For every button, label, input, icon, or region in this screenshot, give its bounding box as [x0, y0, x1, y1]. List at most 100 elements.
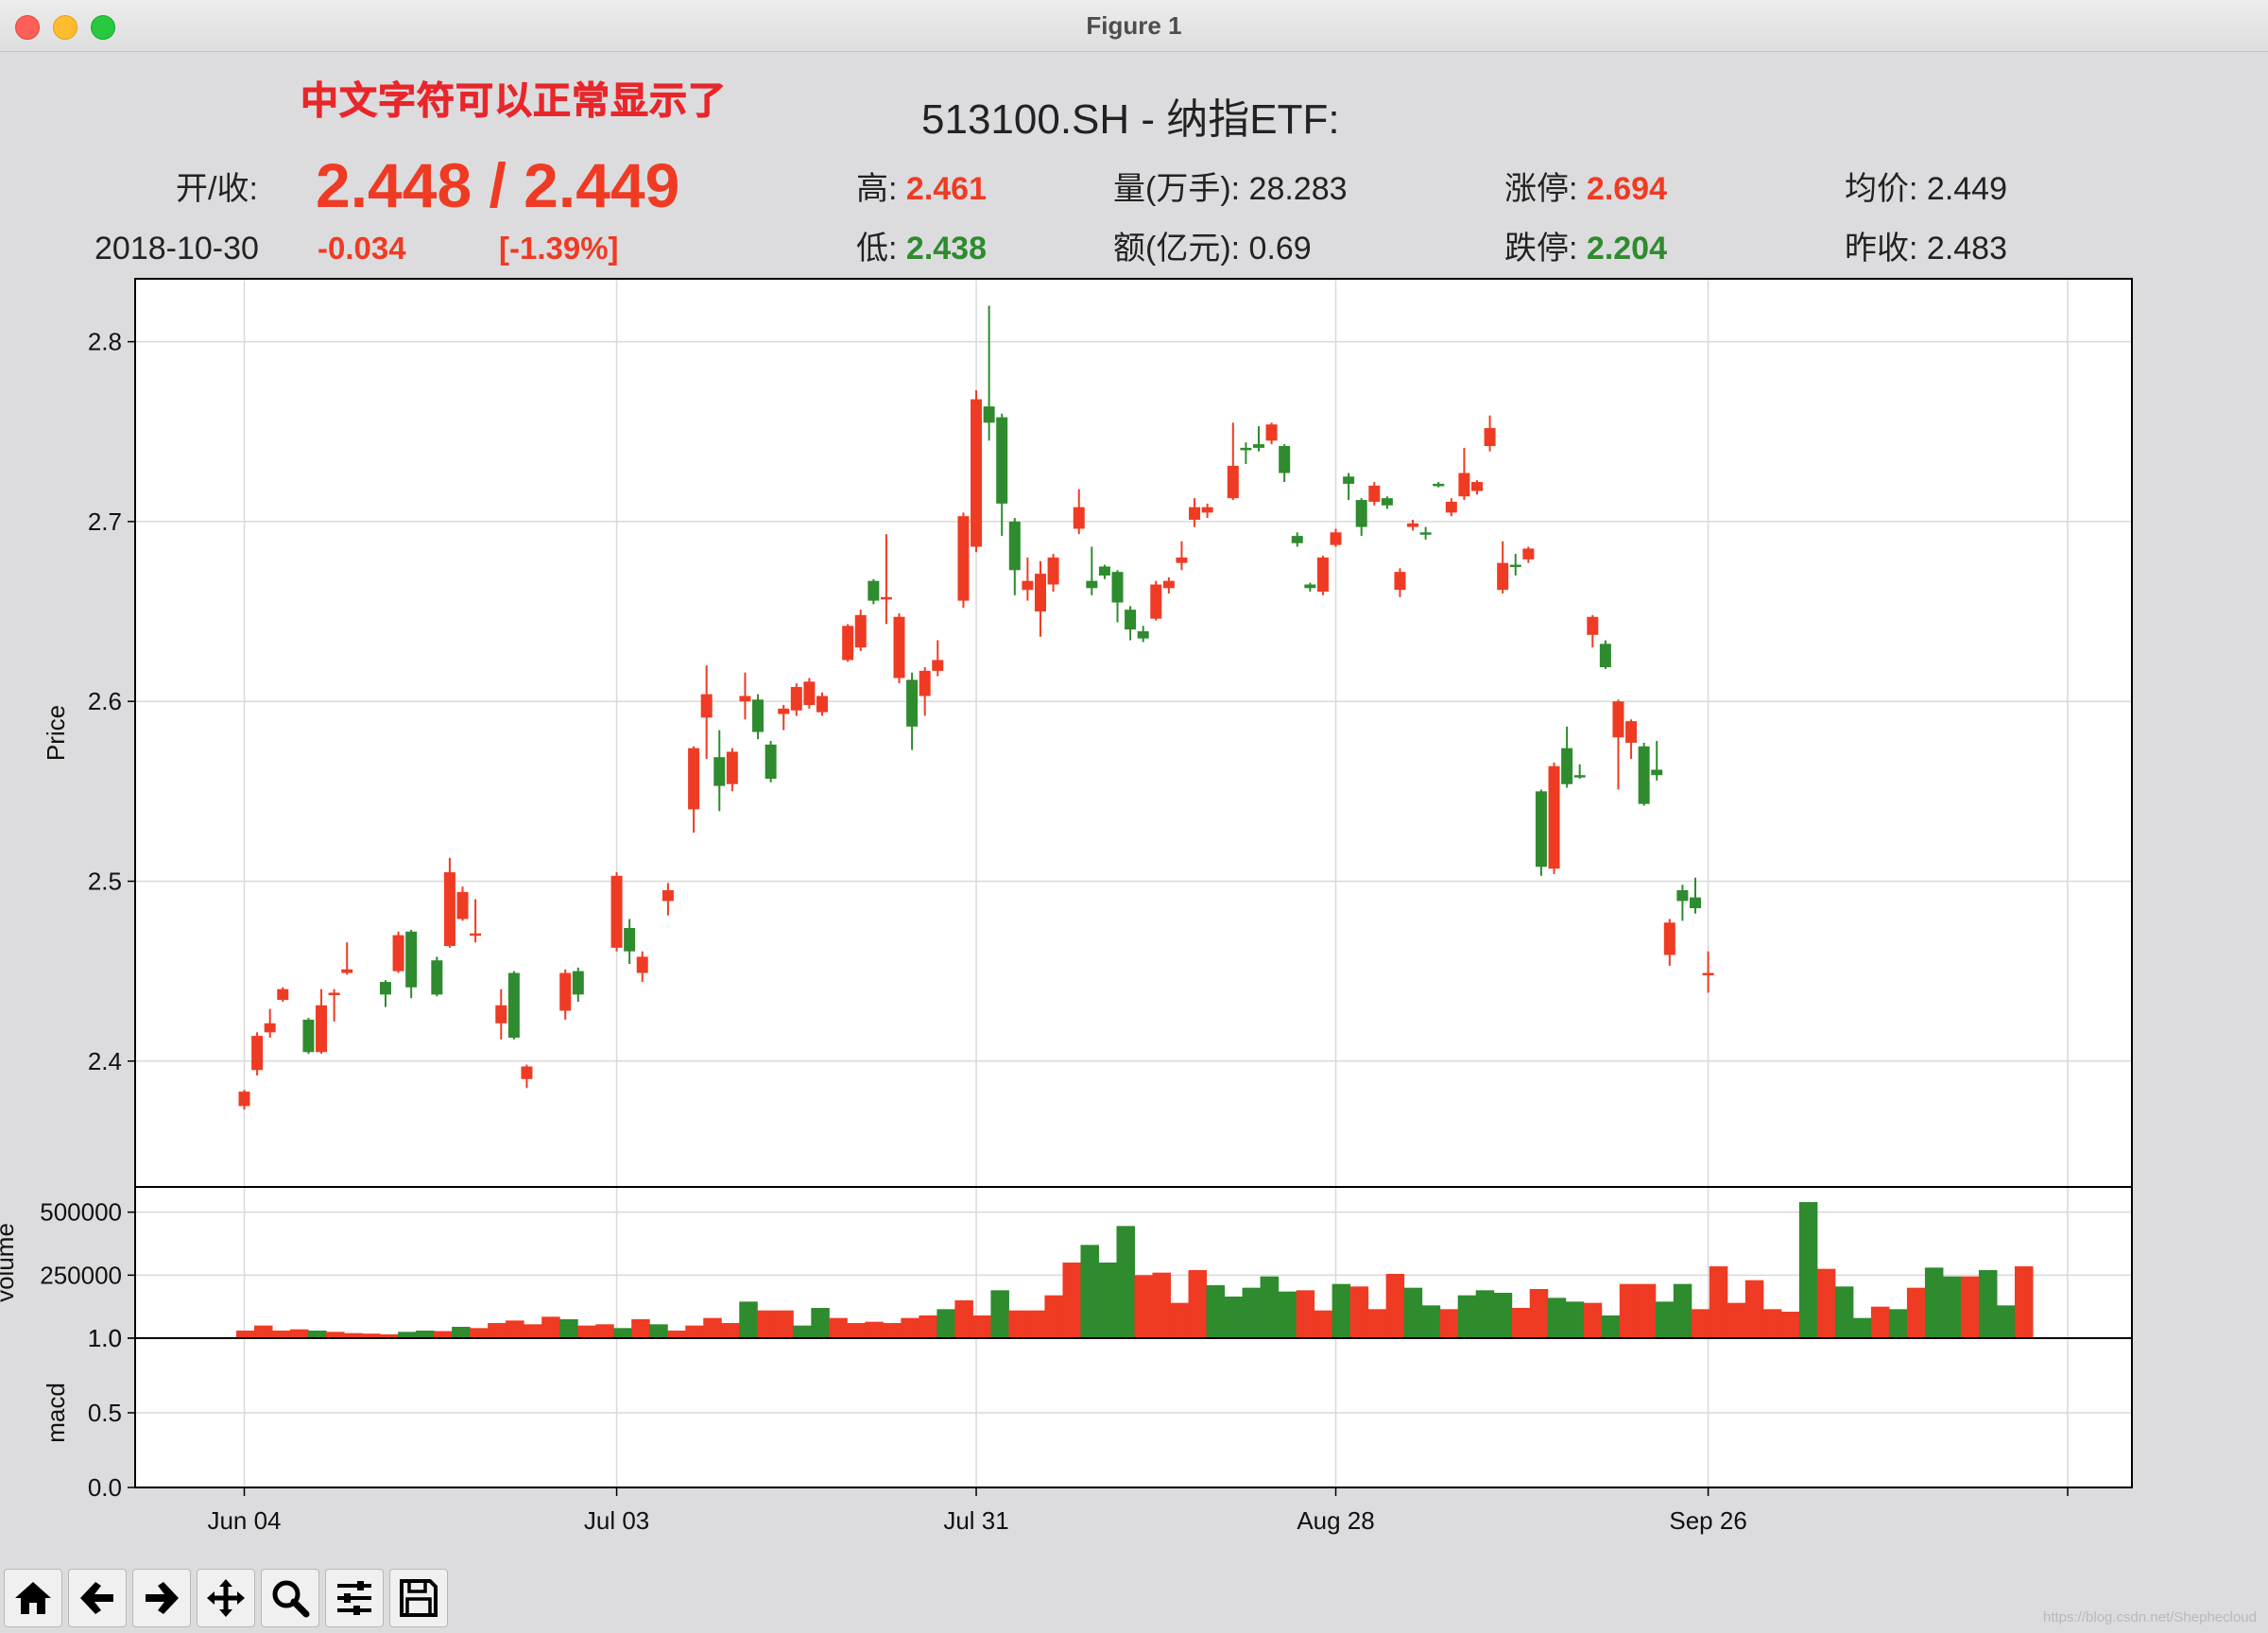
configure-subplots-button[interactable] [325, 1569, 384, 1627]
limit-up-value: 2.694 [1586, 171, 1667, 207]
volume-bar [559, 1319, 578, 1338]
volume-tick-label: 250000 [40, 1261, 122, 1289]
volume-bar [416, 1331, 435, 1338]
candle-body [1111, 572, 1124, 603]
volume-bar [506, 1320, 524, 1338]
candle-body [316, 1005, 328, 1053]
candle-body [971, 399, 983, 547]
candle-body [443, 871, 455, 947]
volume-bar [1942, 1276, 1962, 1338]
maximize-window-button[interactable] [91, 15, 115, 40]
volume-bar [1924, 1267, 1944, 1338]
change-value: -0.034 [318, 231, 406, 266]
zoom-button[interactable] [261, 1569, 319, 1627]
date-tick-label: Aug 28 [1297, 1506, 1374, 1535]
volume-bar [434, 1331, 453, 1338]
forward-arrow-icon [146, 1582, 179, 1614]
candle-body [1535, 791, 1547, 868]
watermark: https://blog.csdn.net/Shephecloud [2043, 1609, 2257, 1625]
pan-button[interactable] [197, 1569, 255, 1627]
price-tick-label: 2.6 [88, 687, 122, 715]
candle-body [379, 982, 391, 995]
previous-close-label: 昨收: [1845, 231, 1918, 266]
candle-body [1252, 444, 1264, 448]
volume-bar [1493, 1293, 1513, 1338]
volume-bar [1762, 1309, 1782, 1338]
volume-bar [631, 1319, 650, 1338]
volume-bar [1816, 1268, 1836, 1338]
open-close-label: 开/收: [176, 171, 258, 207]
candle-body [1201, 507, 1213, 513]
previous-close-value: 2.483 [1926, 231, 2007, 266]
volume-bar [488, 1323, 507, 1338]
volume-bar [1906, 1287, 1926, 1338]
candle-body [1651, 769, 1663, 776]
volume-bar [236, 1331, 255, 1338]
price-tick-label: 2.7 [88, 507, 122, 536]
candle-body [1291, 536, 1303, 543]
volume-bar [1888, 1309, 1908, 1338]
candle-body [1702, 972, 1714, 976]
candle-body [392, 935, 404, 971]
candle-body [1086, 580, 1098, 589]
volume-bar [1421, 1305, 1441, 1338]
change-percent: [-1.39%] [499, 231, 619, 266]
volume-bar [1655, 1301, 1675, 1338]
close-window-button[interactable] [15, 15, 40, 40]
volume-value: 28.283 [1248, 171, 1348, 207]
candle-body [1150, 584, 1162, 619]
price-tick-label: 2.8 [88, 328, 122, 356]
volume-bar [1385, 1274, 1405, 1338]
candle-body [1587, 616, 1599, 635]
candle-body [893, 616, 905, 679]
volume-bar [1565, 1301, 1585, 1338]
volume-bar [1727, 1302, 1746, 1338]
figure-canvas[interactable]: 2.4 2.5 2.6 2.7 2.8 Jun 04 Jul 03 Jul 31 Aug 28 S… [0, 52, 2268, 1564]
candle-body [1265, 424, 1278, 441]
candle-body [1125, 610, 1137, 630]
volume-bar [1188, 1270, 1208, 1338]
candle-body [1676, 890, 1689, 902]
volume-bar [326, 1332, 345, 1338]
high-value: 2.461 [905, 171, 987, 207]
home-button[interactable] [4, 1569, 62, 1627]
candle-body [559, 972, 572, 1011]
volume-bar [362, 1333, 381, 1338]
volume-bar [1332, 1283, 1351, 1338]
candle-body [495, 1005, 507, 1023]
candle-body [1381, 498, 1393, 506]
volume-bar [847, 1323, 866, 1338]
candle-body [1625, 721, 1638, 743]
date-label: 2018-10-30 [94, 231, 259, 266]
save-button[interactable] [389, 1569, 448, 1627]
candle-body [1279, 445, 1291, 473]
macd-axis-label: macd [42, 1383, 70, 1443]
back-button[interactable] [68, 1569, 127, 1627]
volume-bar [1475, 1290, 1495, 1338]
volume-bar [344, 1332, 363, 1338]
volume-bar [524, 1324, 542, 1338]
candle-body [1098, 566, 1110, 576]
candle-body [842, 626, 854, 661]
volume-bar [1547, 1298, 1567, 1338]
candle-body [957, 516, 970, 601]
volume-bar [649, 1324, 668, 1338]
volume-bar [613, 1328, 632, 1338]
candle-body [1419, 532, 1432, 535]
average-price-value: 2.449 [1926, 171, 2007, 207]
candle-body [662, 890, 674, 902]
chart-area[interactable]: 2.4 2.5 2.6 2.7 2.8 Jun 04 Jul 03 Jul 31 Aug 28 S… [0, 52, 2268, 1564]
candle-body [726, 751, 738, 784]
minimize-window-button[interactable] [53, 15, 77, 40]
low-label: 低: [856, 231, 898, 266]
candle-body [1599, 644, 1611, 668]
forward-button[interactable] [132, 1569, 191, 1627]
candle-body [456, 891, 469, 920]
candle-body [790, 686, 802, 711]
candle-body [919, 670, 931, 696]
volume-axis-label: volume [0, 1223, 19, 1302]
candle-body [739, 696, 751, 702]
macd-tick-label: 0.5 [88, 1399, 122, 1427]
home-icon [15, 1582, 51, 1614]
volume-bar [272, 1331, 291, 1338]
